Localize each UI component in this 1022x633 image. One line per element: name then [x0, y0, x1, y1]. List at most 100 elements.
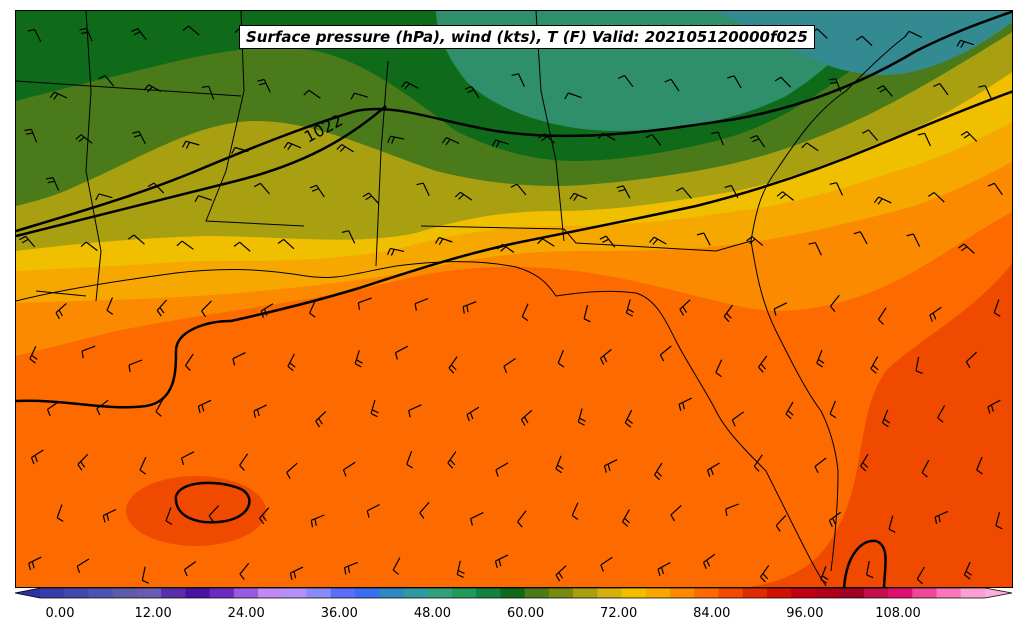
- wind-barb: [77, 453, 89, 471]
- wind-barb: [155, 399, 164, 417]
- state-border-4: [535, 11, 565, 242]
- band-warm-pocket: [126, 476, 266, 546]
- wind-barb: [447, 451, 457, 469]
- wind-barb: [649, 236, 667, 245]
- wind-barb: [341, 230, 356, 244]
- colorbar-cells: [14, 587, 1013, 599]
- wind-barb: [201, 300, 212, 318]
- wind-barb: [993, 299, 1001, 317]
- wind-barb: [915, 356, 923, 374]
- wind-barb: [30, 449, 44, 465]
- colorbar-cell: [597, 588, 623, 598]
- wind-barb: [392, 557, 401, 575]
- wind-barb: [599, 349, 612, 365]
- wind-barb: [303, 89, 321, 99]
- colorbar-cell: [40, 588, 65, 598]
- wind-barb: [80, 241, 98, 252]
- colorbar-cell: [209, 588, 235, 598]
- wind-barb: [470, 512, 484, 526]
- wind-barb: [462, 301, 477, 314]
- wind-barb: [336, 143, 354, 153]
- wind-barb: [387, 135, 405, 144]
- wind-barb: [877, 307, 887, 325]
- wind-barb: [342, 461, 356, 477]
- wind-barb: [653, 462, 663, 481]
- wind-barb: [965, 351, 978, 369]
- wind-barb: [862, 129, 879, 141]
- colorbar-cell: [548, 588, 574, 598]
- wind-barb: [676, 187, 692, 199]
- isobar-coast: [230, 90, 1012, 323]
- colorbar-cell: [355, 588, 380, 598]
- wind-barb: [521, 303, 529, 322]
- wind-barb: [814, 457, 827, 474]
- wind-barb: [659, 345, 672, 362]
- colorbar-cell: [379, 588, 404, 598]
- wind-barb: [127, 234, 145, 245]
- wind-barb: [577, 408, 586, 426]
- colorbar-cell: [476, 588, 501, 598]
- wind-barb: [820, 566, 829, 584]
- wind-barb: [406, 450, 413, 469]
- wind-barb: [557, 349, 565, 368]
- state-border-2: [205, 11, 305, 227]
- wind-barb: [555, 565, 567, 582]
- wind-barb: [625, 299, 634, 317]
- wind-barb: [464, 85, 480, 99]
- wind-barb: [723, 304, 733, 323]
- colorbar-outline: [14, 587, 1013, 599]
- wind-barb: [888, 515, 896, 533]
- colorbar-cell: [960, 588, 986, 598]
- wind-barb: [401, 81, 419, 90]
- wind-barb: [362, 192, 379, 204]
- colorbar-cell: [427, 588, 453, 598]
- wind-barb: [201, 85, 215, 100]
- colorbar-cell: [863, 588, 889, 598]
- colorbar-tick-label: 84.00: [693, 606, 731, 621]
- wind-barb: [208, 505, 220, 522]
- wind-barb: [141, 566, 149, 584]
- wind-barb: [678, 397, 692, 412]
- state-border-6: [16, 80, 242, 97]
- wind-barb: [260, 303, 274, 318]
- atlantic-coast: [750, 35, 907, 242]
- wind-barb: [881, 409, 891, 428]
- wind-barb: [239, 562, 250, 580]
- wind-barb: [855, 35, 873, 47]
- isobar-mid: [16, 105, 387, 238]
- wind-barb: [183, 561, 197, 577]
- colorbar-cell: [718, 588, 744, 598]
- wind-barb: [434, 236, 453, 246]
- colorbar-tick-label: 48.00: [413, 606, 452, 621]
- wind-barb: [711, 131, 724, 146]
- wind-barb: [419, 501, 430, 519]
- wind-barb: [49, 91, 68, 100]
- wind-barb: [597, 132, 616, 141]
- wind-barb: [916, 566, 925, 585]
- wind-barb: [600, 556, 613, 572]
- wind-barb: [664, 78, 680, 92]
- wind-barb: [621, 509, 631, 527]
- wind-barbs: [19, 25, 1003, 585]
- wind-barb: [727, 75, 742, 89]
- wind-barb: [310, 514, 325, 528]
- wind-barb: [495, 462, 509, 477]
- state-border-7: [35, 290, 87, 297]
- wind-barb: [286, 462, 298, 479]
- colorbar-tick-label: 0.00: [45, 606, 75, 621]
- wind-barb: [599, 235, 616, 248]
- wind-barb: [182, 25, 200, 36]
- wind-barb: [27, 28, 42, 43]
- wind-barb: [758, 355, 768, 373]
- colorbar-tick-label: 12.00: [134, 606, 172, 621]
- wind-barb: [725, 503, 739, 517]
- wind-barb: [257, 78, 271, 93]
- coastlines-borders: [16, 11, 907, 587]
- wind-barb: [76, 558, 90, 574]
- colorbar: [14, 587, 1013, 599]
- colorbar-tick-label: 24.00: [227, 606, 265, 621]
- wind-barb: [184, 353, 194, 372]
- wind-barb: [520, 409, 533, 426]
- wind-barb: [29, 345, 38, 364]
- wind-barb: [829, 400, 837, 419]
